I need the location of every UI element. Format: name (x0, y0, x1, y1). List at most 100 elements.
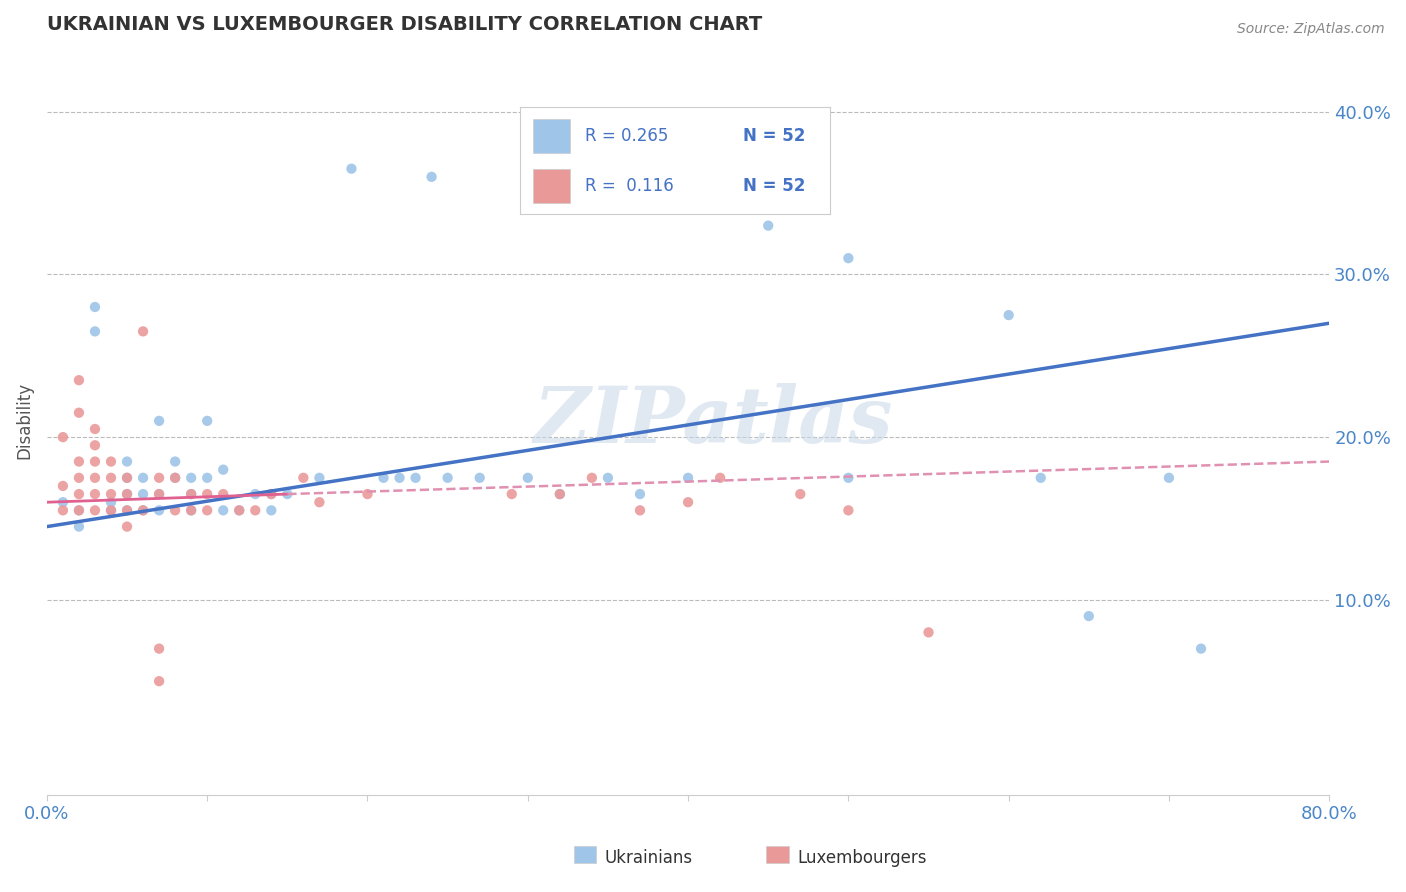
Text: Source: ZipAtlas.com: Source: ZipAtlas.com (1237, 22, 1385, 37)
Point (67, 519, 90, 533)
Point (67, 373, 90, 387)
Point (260, 487, 283, 501)
Point (195, 471, 218, 485)
Point (67, 471, 90, 485)
Point (756, 219, 779, 233)
Point (837, 471, 859, 485)
Point (308, 495, 330, 509)
Point (837, 503, 859, 517)
Point (356, 487, 378, 501)
Point (148, 641, 170, 656)
Point (1077, 609, 1099, 624)
Text: N = 52: N = 52 (742, 178, 806, 195)
Point (340, 161, 363, 176)
Point (84, 438, 107, 452)
Point (84, 503, 107, 517)
Point (52, 503, 75, 517)
Point (596, 471, 619, 485)
Point (789, 487, 811, 501)
Point (837, 251, 859, 265)
Point (67, 406, 90, 420)
Point (115, 519, 138, 533)
Point (1029, 471, 1052, 485)
Point (548, 487, 571, 501)
FancyBboxPatch shape (533, 169, 569, 203)
Point (132, 487, 155, 501)
Point (212, 463, 235, 477)
Point (148, 503, 170, 517)
Point (260, 503, 283, 517)
Point (100, 471, 122, 485)
Point (84, 300, 107, 314)
Point (100, 495, 122, 509)
Point (180, 503, 202, 517)
Point (84, 325, 107, 339)
Point (148, 414, 170, 428)
Point (180, 503, 202, 517)
Point (1157, 471, 1180, 485)
Point (501, 487, 523, 501)
Point (212, 503, 235, 517)
Point (67, 503, 90, 517)
Point (132, 325, 155, 339)
Point (436, 471, 458, 485)
Point (52, 479, 75, 493)
Point (165, 454, 187, 468)
Point (148, 487, 170, 501)
Point (165, 471, 187, 485)
Point (67, 454, 90, 468)
Point (180, 487, 202, 501)
Point (676, 495, 699, 509)
Point (1189, 641, 1212, 656)
Point (148, 674, 170, 689)
Point (628, 487, 651, 501)
Point (115, 471, 138, 485)
Point (260, 487, 283, 501)
Point (245, 487, 267, 501)
Point (100, 454, 122, 468)
Text: Ukrainians: Ukrainians (605, 849, 693, 867)
Point (420, 169, 443, 184)
Point (84, 471, 107, 485)
Point (100, 503, 122, 517)
Point (115, 454, 138, 468)
Text: UKRAINIAN VS LUXEMBOURGER DISABILITY CORRELATION CHART: UKRAINIAN VS LUXEMBOURGER DISABILITY COR… (46, 15, 762, 34)
Point (709, 471, 731, 485)
Point (212, 487, 235, 501)
Point (148, 471, 170, 485)
Point (628, 503, 651, 517)
Point (67, 503, 90, 517)
Point (373, 471, 395, 485)
Point (165, 503, 187, 517)
Text: R = 0.265: R = 0.265 (585, 127, 668, 145)
Point (100, 487, 122, 501)
Point (132, 471, 155, 485)
Point (676, 471, 699, 485)
Point (115, 487, 138, 501)
Point (195, 503, 218, 517)
Point (180, 487, 202, 501)
Point (645, 186, 668, 200)
Point (52, 430, 75, 444)
Point (997, 308, 1019, 322)
Point (132, 503, 155, 517)
Point (115, 503, 138, 517)
Point (115, 487, 138, 501)
Point (581, 471, 603, 485)
Point (84, 454, 107, 468)
Point (115, 503, 138, 517)
Point (180, 471, 202, 485)
FancyBboxPatch shape (533, 119, 569, 153)
Text: N = 52: N = 52 (742, 127, 806, 145)
Point (165, 471, 187, 485)
Point (276, 487, 298, 501)
Point (132, 503, 155, 517)
Point (84, 487, 107, 501)
Text: R =  0.116: R = 0.116 (585, 178, 673, 195)
Point (115, 471, 138, 485)
Text: ZIPatlas: ZIPatlas (534, 383, 893, 459)
Text: Luxembourgers: Luxembourgers (797, 849, 927, 867)
Point (228, 503, 250, 517)
Point (516, 471, 538, 485)
Point (405, 471, 427, 485)
